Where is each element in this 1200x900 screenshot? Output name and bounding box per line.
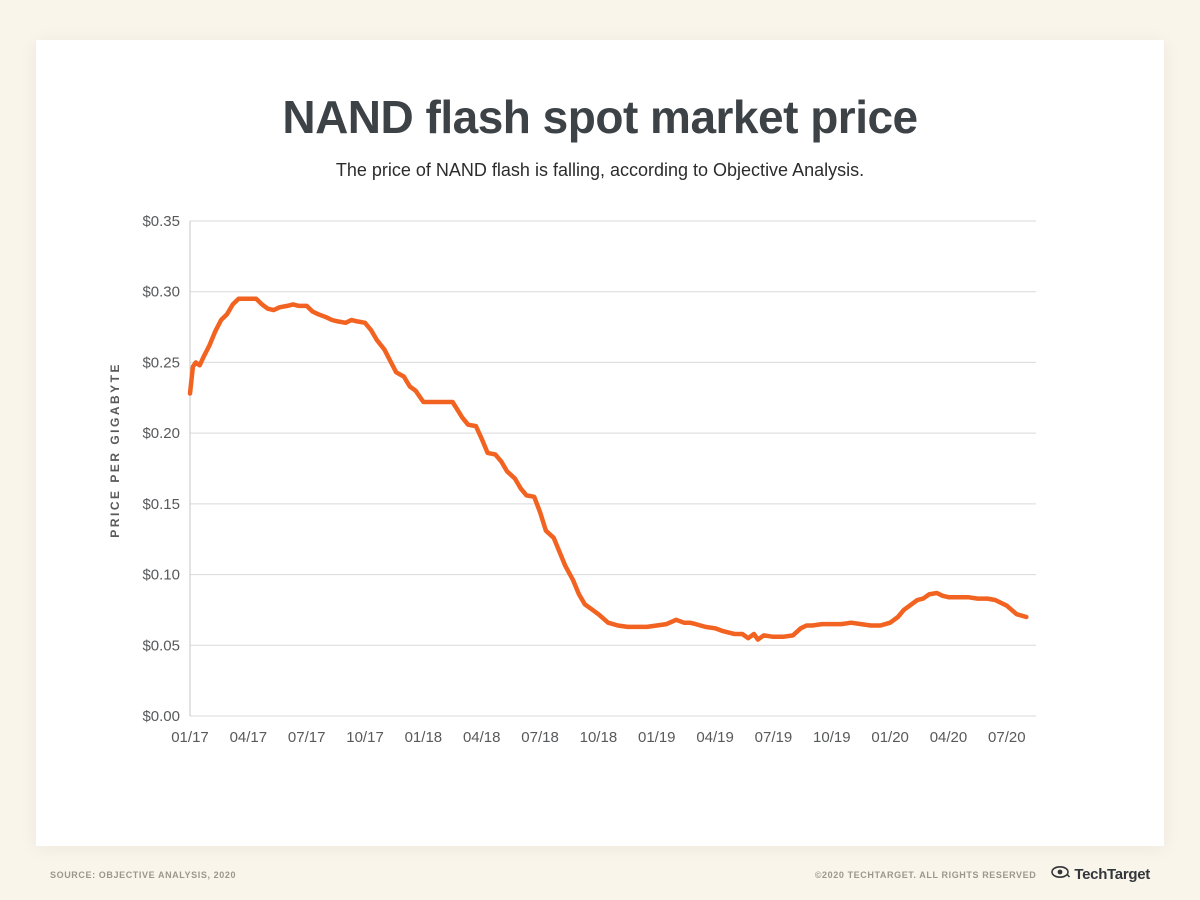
svg-text:07/17: 07/17 — [288, 729, 326, 746]
svg-text:$0.00: $0.00 — [142, 708, 180, 725]
techtarget-eye-icon — [1050, 864, 1071, 885]
svg-text:$0.25: $0.25 — [142, 354, 180, 371]
svg-text:04/17: 04/17 — [230, 729, 268, 746]
page-subtitle: The price of NAND flash is falling, acco… — [335, 160, 865, 180]
svg-text:04/20: 04/20 — [930, 729, 968, 746]
svg-text:$0.20: $0.20 — [142, 425, 180, 442]
svg-text:10/19: 10/19 — [813, 729, 851, 746]
svg-text:01/18: 01/18 — [405, 729, 443, 746]
chart-area: PRICE PER GIGABYTE $0.00 $0.05 $0.10 $0.15 $… — [36, 209, 1164, 761]
svg-text:07/20: 07/20 — [988, 729, 1026, 746]
svg-text:$0.35: $0.35 — [142, 213, 180, 230]
price-line-chart: $0.00 $0.05 $0.10 $0.15 $0.20 $0.25 $0.30 $0.35… — [142, 213, 1036, 746]
svg-text:04/19: 04/19 — [696, 729, 734, 746]
footer-copyright: ©2020 TECHTARGET. ALL RIGHTS RESERVED — [814, 869, 1037, 880]
svg-text:$0.30: $0.30 — [142, 284, 180, 301]
techtarget-logo-text: TechTarget — [1074, 866, 1150, 883]
svg-text:04/18: 04/18 — [463, 729, 501, 746]
page-title: NAND flash spot market price — [282, 91, 918, 143]
svg-text:$0.15: $0.15 — [142, 496, 180, 513]
svg-text:01/19: 01/19 — [638, 729, 676, 746]
techtarget-logo: TechTarget — [1050, 864, 1150, 885]
svg-text:01/17: 01/17 — [171, 729, 209, 746]
svg-text:10/17: 10/17 — [346, 729, 384, 746]
footer-right: ©2020 TECHTARGET. ALL RIGHTS RESERVED Te… — [815, 864, 1150, 885]
svg-text:07/19: 07/19 — [755, 729, 793, 746]
footer: SOURCE: OBJECTIVE ANALYSIS, 2020 ©2020 T… — [36, 864, 1164, 885]
svg-text:07/18: 07/18 — [521, 729, 559, 746]
chart-card: NAND flash spot market price The price o… — [36, 40, 1164, 846]
svg-text:$0.05: $0.05 — [142, 637, 180, 654]
y-axis-title: PRICE PER GIGABYTE — [108, 362, 122, 538]
svg-text:01/20: 01/20 — [871, 729, 909, 746]
svg-text:10/18: 10/18 — [580, 729, 618, 746]
footer-source: SOURCE: OBJECTIVE ANALYSIS, 2020 — [50, 869, 237, 880]
svg-text:$0.10: $0.10 — [142, 567, 180, 584]
